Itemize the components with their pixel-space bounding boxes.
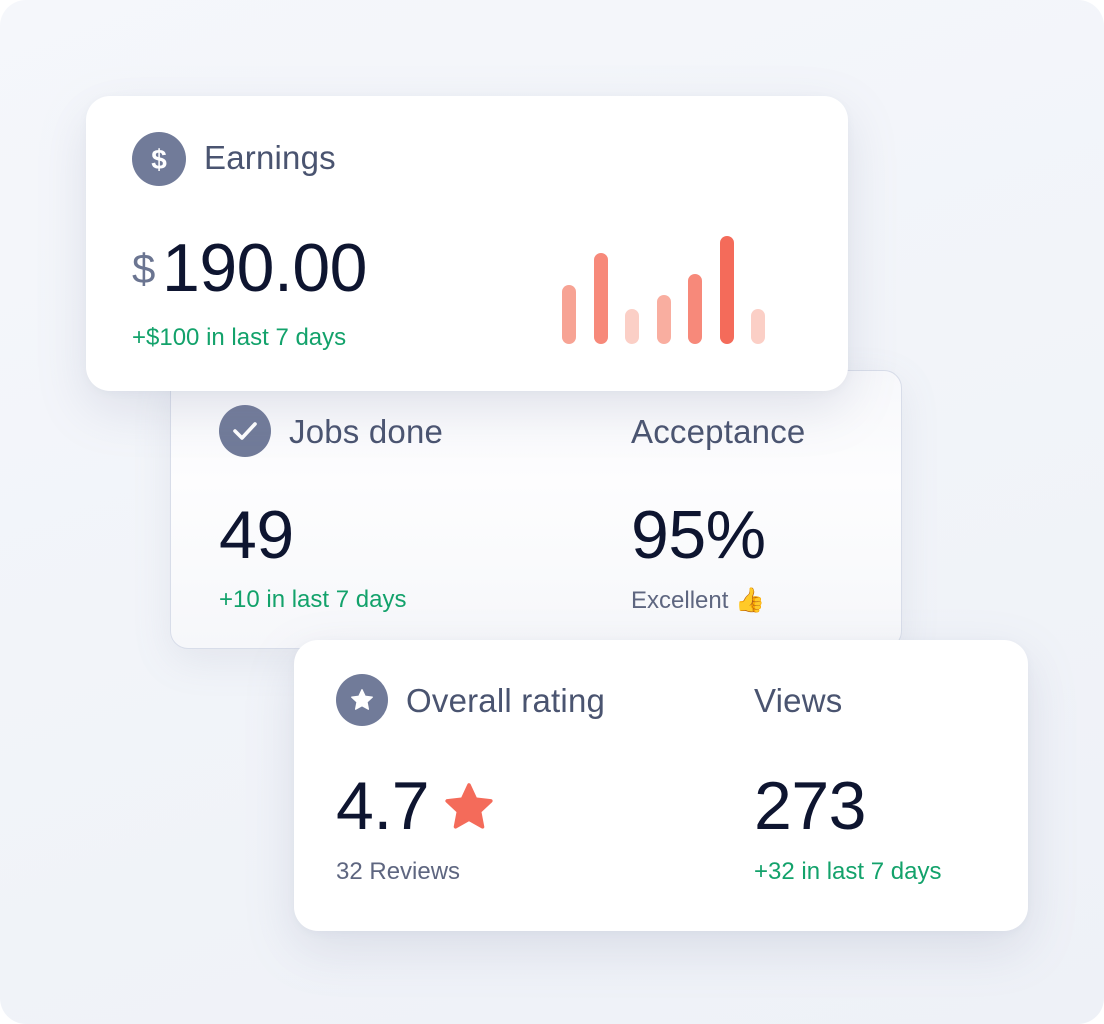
overall-rating-value: 4.7 [336,768,430,844]
overall-rating-label: Overall rating [406,682,606,719]
views-label: Views [754,682,843,719]
acceptance-label: Acceptance [631,413,806,450]
earnings-bar-3 [625,309,639,344]
star-icon [336,674,388,726]
earnings-bar-6 [720,236,734,344]
jobs-done-label: Jobs done [289,413,444,450]
currency-symbol: $ [132,245,156,292]
earnings-bar-4 [657,295,671,344]
earnings-card[interactable]: $ Earnings $ 190.00 +$100 in last 7 days [86,96,848,391]
svg-text:$: $ [151,144,167,174]
earnings-bar-chart [562,236,782,346]
earnings-amount: 190.00 [162,230,367,306]
views-value: 273 [754,768,866,844]
acceptance-value: 95% [631,497,766,573]
earnings-bar-1 [562,285,576,344]
check-icon [219,405,271,457]
earnings-bar-7 [751,309,765,344]
rating-views-card[interactable]: Overall rating 4.7 32 Reviews Views 273 … [294,640,1028,931]
earnings-change: +$100 in last 7 days [132,324,347,351]
jobs-done-value: 49 [219,497,294,573]
earnings-bar-2 [594,253,608,344]
earnings-label: Earnings [204,139,336,176]
reviews-count: 32 Reviews [336,858,461,885]
jobs-done-change: +10 in last 7 days [219,586,407,613]
earnings-bar-5 [688,274,702,344]
jobs-acceptance-card[interactable]: Jobs done 49 +10 in last 7 days Acceptan… [170,370,902,649]
acceptance-note: Excellent 👍 [631,587,765,614]
rating-star-icon [442,780,496,839]
dollar-icon: $ [132,132,186,186]
views-change: +32 in last 7 days [754,858,942,885]
